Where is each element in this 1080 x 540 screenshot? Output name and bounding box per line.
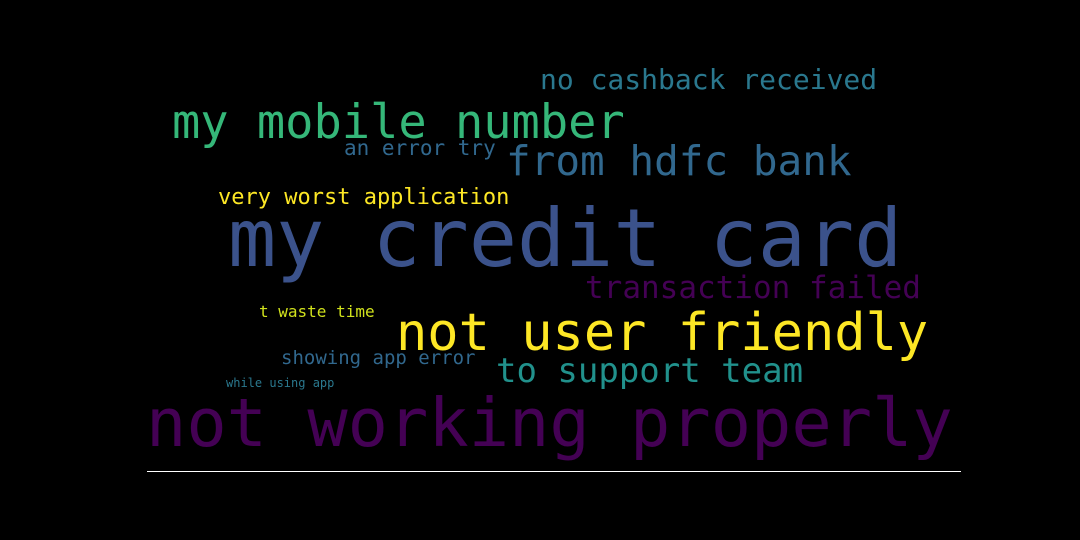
word-from-hdfc-bank: from hdfc bank [506,137,852,185]
word-t-waste-time: t waste time [259,302,375,321]
word-showing-app-error: showing app error [281,347,476,369]
word-very-worst-application: very worst application [218,185,510,210]
word-my-credit-card: my credit card [228,192,903,285]
baseline-divider [147,471,961,472]
word-transaction-failed: transaction failed [585,270,921,306]
word-not-working-properly: not working properly [146,384,953,462]
word-my-mobile-number: my mobile number [172,95,625,150]
word-to-support-team: to support team [496,351,804,391]
word-not-user-friendly: not user friendly [396,303,929,363]
word-no-cashback-received: no cashback received [540,63,878,96]
word-an-error-try: an error try [344,136,496,160]
word-while-using-app: while using app [226,376,335,390]
